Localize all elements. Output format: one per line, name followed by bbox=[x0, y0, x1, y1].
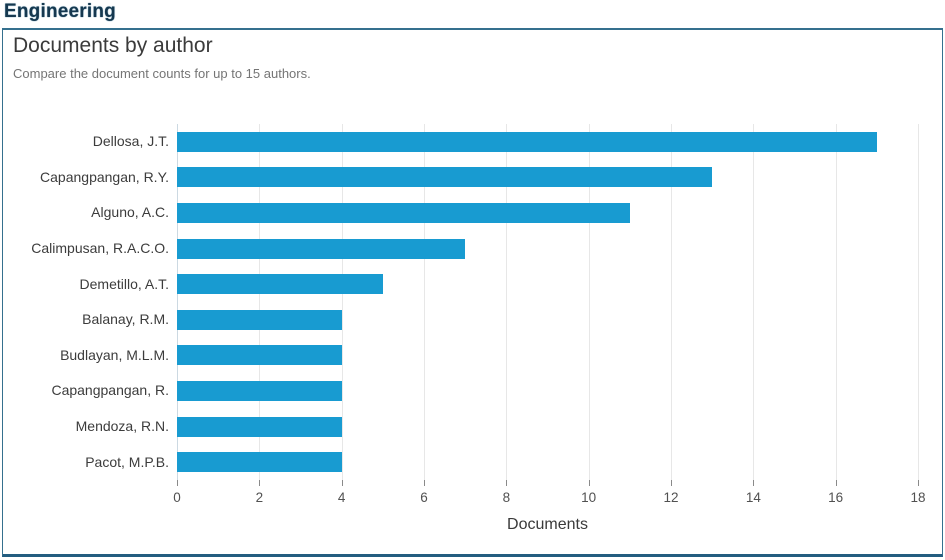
chart-card: Documents by author Compare the document… bbox=[2, 28, 943, 557]
tick-label: 18 bbox=[910, 490, 926, 505]
bar-row: Budlayan, M.L.M. bbox=[60, 338, 918, 374]
bar-row: Alguno, A.C. bbox=[91, 195, 918, 231]
bar[interactable] bbox=[177, 274, 383, 295]
bar[interactable] bbox=[177, 416, 342, 437]
author-label: Capangpangan, R. bbox=[51, 382, 169, 399]
tick-mark bbox=[753, 480, 755, 486]
gridline bbox=[259, 124, 261, 480]
tick-label: 16 bbox=[828, 490, 844, 505]
tick-label: 12 bbox=[663, 490, 679, 505]
tick-label: 6 bbox=[420, 490, 428, 505]
bar[interactable] bbox=[177, 202, 630, 223]
tick-mark bbox=[424, 480, 425, 486]
gridline bbox=[341, 124, 343, 480]
gridline bbox=[177, 124, 178, 480]
tick-label: 2 bbox=[255, 490, 264, 505]
author-label: Mendoza, R.N. bbox=[75, 418, 169, 435]
section-heading: Engineering bbox=[4, 1, 116, 22]
tick-mark bbox=[835, 480, 837, 486]
bar[interactable] bbox=[177, 309, 342, 330]
gridline bbox=[918, 124, 919, 480]
author-label: Budlayan, M.L.M. bbox=[60, 346, 169, 363]
gridline bbox=[835, 124, 837, 480]
bar-row: Balanay, R.M. bbox=[82, 302, 918, 338]
gridline bbox=[671, 124, 672, 480]
bar[interactable] bbox=[177, 167, 713, 188]
tick-mark bbox=[259, 480, 261, 486]
tick-mark bbox=[341, 480, 343, 486]
gridline bbox=[424, 124, 425, 480]
bar-row: Dellosa, J.T. bbox=[93, 124, 918, 160]
author-label: Pacot, M.P.B. bbox=[85, 453, 169, 470]
tick-label: 4 bbox=[337, 490, 346, 505]
author-label: Dellosa, J.T. bbox=[92, 133, 169, 150]
bar[interactable] bbox=[177, 345, 342, 366]
author-label: Capangpangan, R.Y. bbox=[40, 168, 169, 185]
author-label: Calimpusan, R.A.C.O. bbox=[31, 240, 169, 257]
tick-mark bbox=[671, 480, 672, 486]
tick-mark bbox=[177, 480, 178, 486]
tick-mark bbox=[506, 480, 508, 486]
tick-mark bbox=[918, 480, 919, 486]
tick-label: 0 bbox=[173, 490, 181, 505]
bar[interactable] bbox=[177, 238, 466, 259]
bar[interactable] bbox=[177, 131, 877, 152]
bar-row: Calimpusan, R.A.C.O. bbox=[31, 231, 918, 267]
gridline bbox=[753, 124, 755, 480]
gridline bbox=[506, 124, 508, 480]
author-label: Balanay, R.M. bbox=[82, 311, 169, 328]
gridline bbox=[588, 124, 590, 480]
author-label: Demetillo, A.T. bbox=[79, 275, 169, 292]
tick-label: 8 bbox=[502, 490, 511, 505]
chart-subtitle: Compare the document counts for up to 15… bbox=[13, 66, 311, 81]
tick-label: 10 bbox=[581, 490, 597, 505]
tick-mark bbox=[588, 480, 590, 486]
author-label: Alguno, A.C. bbox=[91, 204, 169, 221]
x-axis-label: Documents bbox=[507, 516, 588, 533]
tick-label: 14 bbox=[745, 490, 761, 505]
bar-row: Mendoza, R.N. bbox=[76, 409, 918, 445]
bar-chart: Dellosa, J.T. Capangpangan, R.Y. Alguno, A… bbox=[31, 124, 926, 533]
bar-row: Pacot, M.P.B. bbox=[85, 444, 918, 480]
bar-row: Capangpangan, R.Y. bbox=[40, 160, 918, 196]
bar-row: Capangpangan, R. bbox=[51, 373, 918, 409]
bar-row: Demetillo, A.T. bbox=[80, 266, 918, 302]
chart-title: Documents by author bbox=[13, 34, 213, 57]
bar[interactable] bbox=[177, 452, 342, 473]
bar[interactable] bbox=[177, 380, 342, 401]
